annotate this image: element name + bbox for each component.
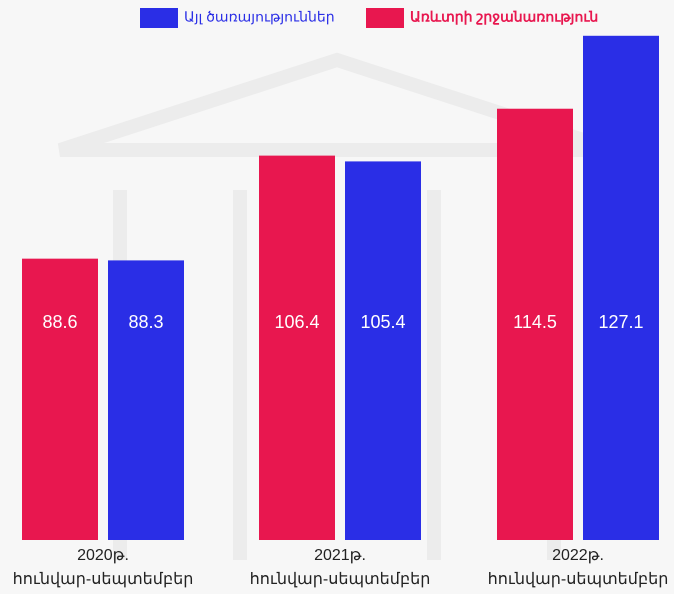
- value-label: 88.3: [128, 312, 163, 332]
- bar: [345, 161, 421, 540]
- bar: [259, 155, 335, 540]
- legend-label: Առևտրի շրջանառություն: [410, 9, 598, 26]
- bar: [22, 258, 98, 540]
- value-label: 105.4: [360, 312, 405, 332]
- x-tick-label: հունվար-սեպտեմբեր: [250, 571, 431, 588]
- legend-swatch: [366, 8, 404, 28]
- x-tick-label: 2020թ.: [77, 547, 129, 564]
- bar: [583, 35, 659, 540]
- value-label: 106.4: [274, 312, 319, 332]
- x-tick-label: հունվար-սեպտեմբեր: [13, 571, 194, 588]
- bar: [497, 108, 573, 540]
- x-tick-label: 2021թ.: [314, 547, 366, 564]
- legend-swatch: [140, 8, 178, 28]
- x-tick-label: հունվար-սեպտեմբեր: [488, 571, 669, 588]
- value-label: 127.1: [598, 312, 643, 332]
- bar: [108, 260, 184, 540]
- x-tick-label: 2022թ.: [552, 547, 604, 564]
- value-label: 114.5: [513, 312, 557, 332]
- value-label: 88.6: [42, 312, 77, 332]
- legend-label: Այլ ծառայություններ: [184, 9, 335, 25]
